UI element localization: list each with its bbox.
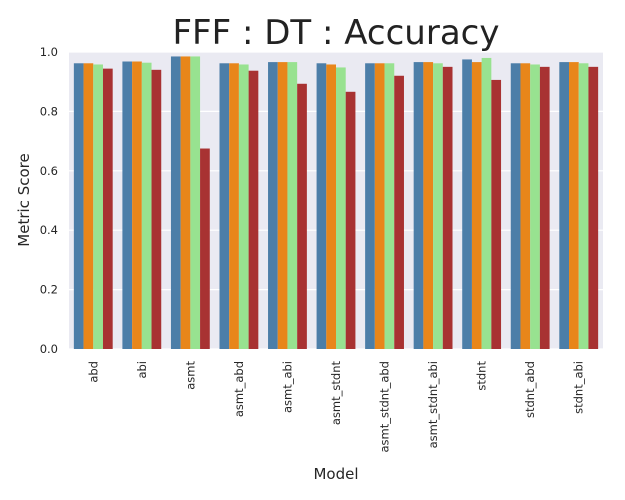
- bar-abd-3: [102, 68, 113, 349]
- bar-stdnt-1: [471, 62, 482, 350]
- bar-asmt_abi-3: [297, 83, 307, 350]
- y-tick-labels: 0.0 0.2 0.4 0.6 0.8 1.0: [40, 45, 58, 356]
- y-tick-label: 0.4: [40, 223, 58, 237]
- bar-asmt_stdnt_abi-2: [433, 63, 443, 349]
- bar-asmt_stdnt-0: [316, 63, 327, 349]
- bar-asmt_stdnt_abd-2: [384, 63, 395, 349]
- y-tick-label: 0.8: [40, 104, 58, 118]
- bar-stdnt_abi-0: [559, 62, 570, 350]
- x-tick-label: stdnt: [475, 361, 489, 391]
- bar-abi-3: [151, 69, 162, 349]
- y-tick-label: 0.6: [40, 164, 58, 178]
- bar-asmt_stdnt_abd-0: [365, 63, 375, 349]
- bar-stdnt_abi-3: [588, 66, 599, 349]
- bar-stdnt_abd-0: [510, 63, 521, 349]
- bar-asmt_stdnt_abi-0: [413, 62, 424, 350]
- bar-asmt-1: [180, 56, 191, 350]
- x-tick-label: asmt_stdnt_abd: [378, 361, 392, 453]
- y-tick-label: 0.0: [40, 342, 58, 356]
- x-tick-label: asmt: [183, 361, 197, 390]
- bar-abi-2: [141, 62, 152, 349]
- bar-stdnt_abd-2: [530, 64, 540, 349]
- x-tick-label: stdnt_abd: [523, 361, 537, 418]
- bar-asmt_abd-2: [238, 64, 249, 349]
- x-tick-label: stdnt_abi: [572, 361, 586, 414]
- bar-abd-1: [83, 63, 94, 349]
- x-tick-label: abi: [135, 361, 149, 379]
- bar-abi-0: [122, 61, 133, 350]
- x-tick-label: asmt_abi: [280, 361, 294, 413]
- bar-stdnt_abd-3: [539, 66, 550, 349]
- bar-asmt_stdnt_abi-3: [442, 66, 453, 349]
- bar-asmt-3: [200, 148, 210, 349]
- bar-stdnt_abi-2: [578, 63, 589, 349]
- bar-abd-0: [73, 63, 84, 349]
- bar-stdnt-0: [462, 59, 472, 350]
- x-tick-label: asmt_abd: [232, 361, 246, 417]
- y-axis-label: Metric Score: [15, 153, 33, 246]
- x-tick-labels: abd abi asmt asmt_abd asmt_abi asmt_stdnt asmt…: [86, 361, 585, 453]
- bar-abd-2: [93, 64, 103, 349]
- bar-asmt_abi-1: [277, 62, 288, 350]
- y-tick-label: 0.2: [40, 283, 58, 297]
- bar-asmt_abd-1: [229, 63, 239, 349]
- bar-stdnt-2: [481, 57, 492, 349]
- bar-stdnt_abd-1: [520, 63, 531, 349]
- bar-asmt_abd-3: [248, 70, 259, 349]
- bar-asmt_stdnt-2: [336, 67, 346, 349]
- x-tick-label: abd: [86, 361, 100, 383]
- bar-asmt_stdnt-1: [326, 64, 336, 349]
- bars: [73, 56, 599, 350]
- bar-asmt_abd-0: [219, 63, 230, 349]
- bar-asmt_stdnt-3: [345, 91, 356, 349]
- bar-stdnt_abi-1: [569, 62, 579, 350]
- bar-asmt-0: [170, 56, 181, 350]
- x-axis-label: Model: [313, 465, 358, 483]
- bar-asmt_abi-2: [287, 62, 298, 350]
- x-tick-label: asmt_stdnt: [329, 361, 343, 426]
- bar-stdnt-3: [491, 79, 502, 349]
- x-tick-label: asmt_stdnt_abi: [426, 361, 440, 448]
- bar-asmt_stdnt_abd-1: [374, 63, 385, 349]
- bar-asmt_stdnt_abi-1: [423, 62, 434, 350]
- chart-title: FFF : DT : Accuracy: [173, 13, 500, 53]
- bar-asmt-2: [190, 56, 201, 350]
- y-tick-label: 1.0: [40, 45, 58, 59]
- bar-asmt_stdnt_abd-3: [394, 75, 404, 349]
- bar-abi-1: [132, 61, 142, 350]
- bar-asmt_abi-0: [268, 62, 278, 350]
